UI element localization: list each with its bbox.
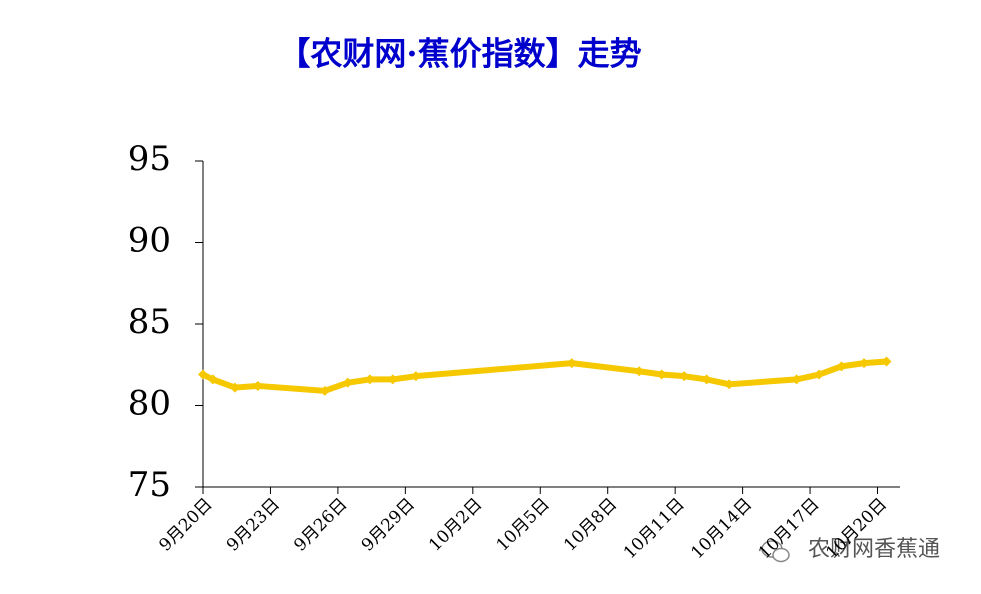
point (252, 380, 263, 391)
point (814, 369, 825, 380)
point (387, 374, 398, 385)
point (679, 371, 690, 382)
point (859, 358, 870, 369)
point (342, 377, 353, 388)
point (701, 374, 712, 385)
point (207, 374, 218, 385)
watermark: 农财网香蕉通 (808, 537, 940, 562)
y-tick-label: 85 (128, 302, 171, 342)
point (319, 385, 330, 396)
point (198, 369, 208, 380)
point (791, 374, 802, 385)
watermark-icon (761, 540, 790, 563)
y-tick-label: 80 (128, 384, 171, 424)
point (364, 374, 375, 385)
chart-title: 【农财网·蕉价指数】走势 (278, 35, 641, 73)
point (881, 356, 892, 367)
point (410, 371, 421, 382)
point (634, 366, 645, 377)
point (566, 358, 577, 369)
point (724, 379, 735, 390)
y-tick-label: 90 (128, 221, 171, 261)
y-tick-label: 95 (128, 139, 171, 179)
point (836, 361, 847, 372)
point (656, 369, 667, 380)
point (229, 382, 240, 393)
y-tick-label: 75 (128, 465, 171, 505)
